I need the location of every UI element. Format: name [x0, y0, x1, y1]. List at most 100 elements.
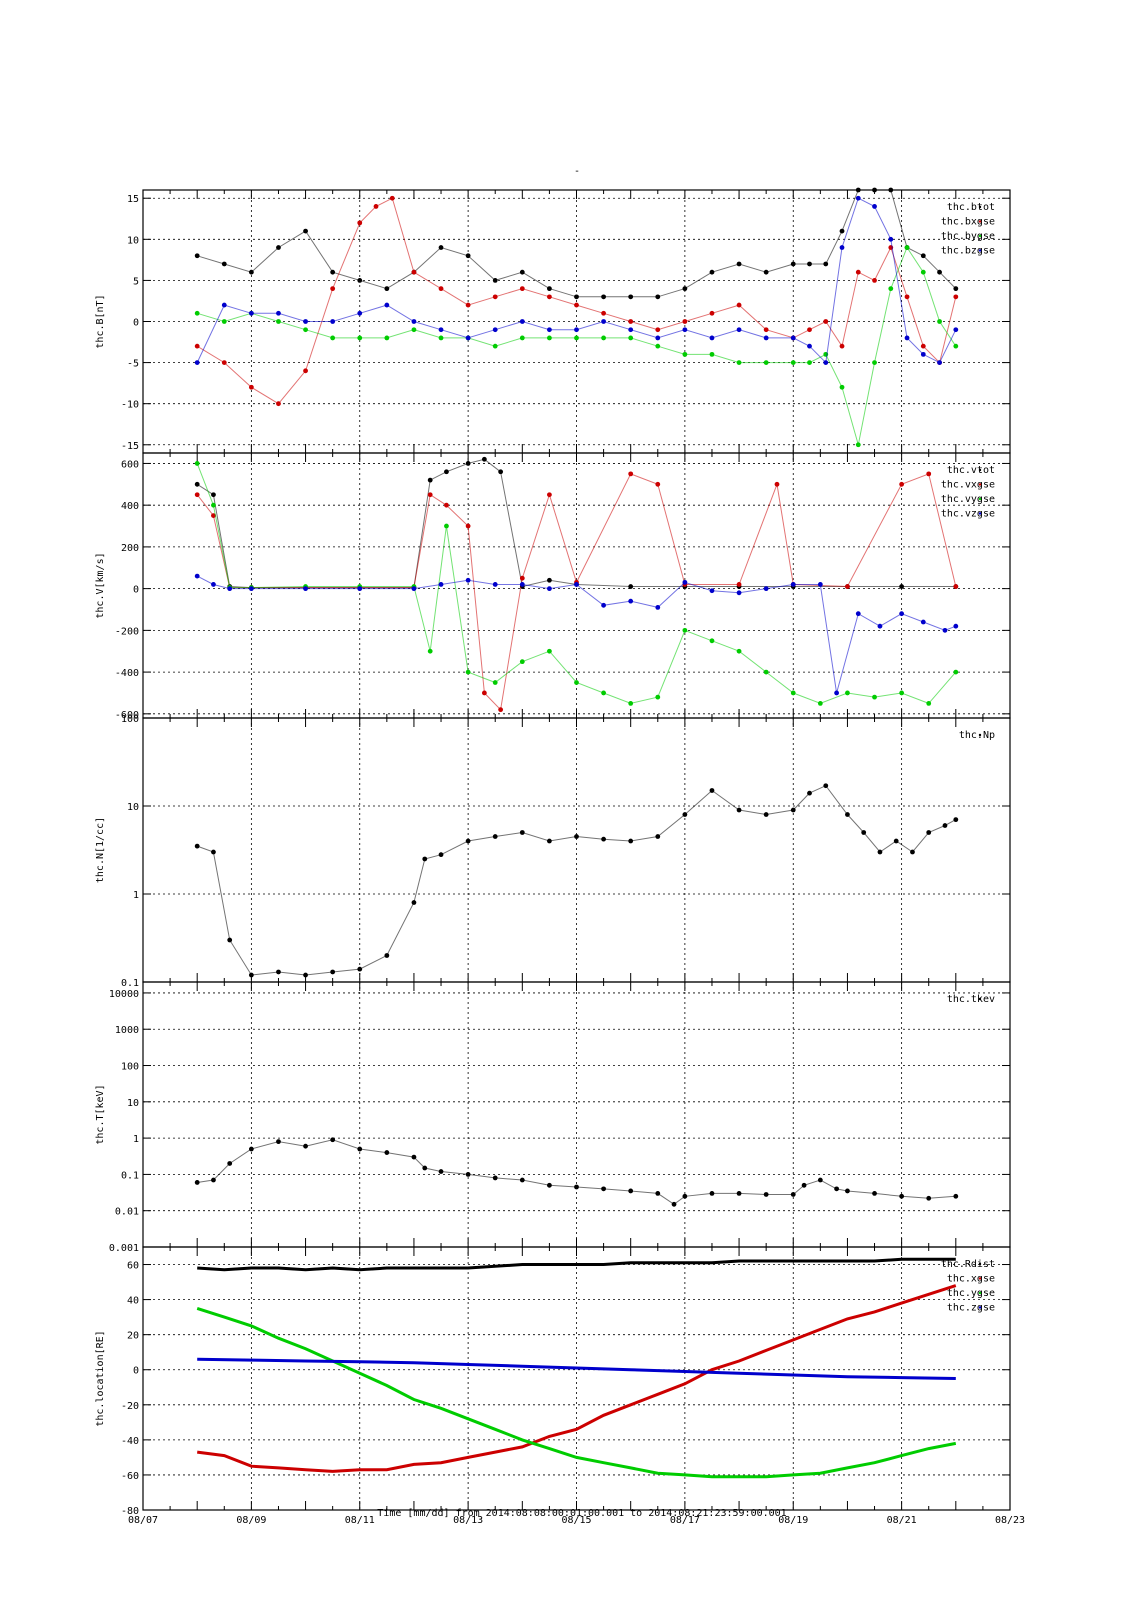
data-point	[655, 694, 661, 700]
data-point	[330, 269, 336, 275]
data-point	[465, 523, 471, 529]
data-point	[384, 1150, 390, 1155]
data-point	[920, 253, 926, 259]
panel-2: -600 -400 -200 0 200 400 600 thc.V[km/s] thc.vto…	[95, 452, 1011, 721]
data-point	[601, 310, 606, 316]
data-point	[465, 1172, 471, 1177]
data-point	[574, 294, 579, 300]
data-point	[817, 1177, 823, 1183]
data-point	[547, 335, 552, 341]
data-point	[855, 442, 861, 448]
data-point	[303, 368, 308, 374]
data-point	[942, 823, 948, 828]
data-point	[899, 584, 905, 589]
y-tick-label: 400	[121, 501, 139, 512]
data-point	[682, 351, 688, 357]
legend-marker	[978, 1306, 982, 1309]
y-tick-label: 0	[133, 318, 139, 329]
data-point	[438, 582, 444, 587]
data-point	[574, 302, 579, 308]
data-point	[248, 972, 254, 978]
data-point	[547, 838, 552, 844]
data-point	[655, 605, 661, 610]
data-point	[655, 327, 661, 333]
data-point	[763, 335, 769, 341]
data-point	[194, 461, 200, 466]
data-point	[655, 294, 661, 300]
data-point	[276, 1139, 281, 1145]
data-point	[248, 586, 254, 592]
data-point	[628, 319, 634, 324]
data-point	[519, 286, 525, 292]
data-point	[438, 327, 444, 333]
data-point	[330, 319, 336, 324]
data-point	[628, 700, 634, 706]
y-axis-label: thc.T[keV]	[95, 1084, 106, 1144]
data-point	[384, 953, 390, 958]
data-point	[899, 690, 905, 696]
data-point	[937, 269, 942, 275]
legend-entry: thc.Np	[959, 730, 995, 741]
data-point	[194, 843, 200, 849]
data-point	[438, 1169, 444, 1174]
data-point	[682, 286, 688, 292]
data-point	[872, 278, 877, 283]
data-point	[807, 343, 812, 349]
series-thc.ygse	[196, 1306, 957, 1479]
data-point	[709, 310, 715, 316]
legend-entry: thc.ygse	[947, 1288, 995, 1299]
data-point	[628, 294, 634, 300]
data-point	[444, 502, 449, 508]
data-point	[248, 1146, 254, 1152]
data-point	[953, 294, 959, 300]
data-point	[574, 335, 579, 341]
data-point	[194, 1180, 200, 1185]
legend-marker	[978, 1262, 982, 1266]
legend-marker	[978, 497, 982, 501]
y-axis-label: thc.N[1/cc]	[95, 817, 106, 883]
data-point	[492, 278, 498, 283]
data-point	[872, 1190, 877, 1196]
x-tick-label: 08/09	[236, 1515, 266, 1526]
data-point	[736, 327, 742, 333]
data-point	[227, 586, 233, 592]
data-point	[807, 327, 812, 333]
data-point	[498, 469, 504, 475]
data-point	[926, 1195, 932, 1201]
y-tick-label: -20	[121, 1401, 139, 1412]
data-point	[248, 269, 254, 275]
data-point	[823, 360, 829, 365]
series-line	[197, 1284, 957, 1473]
data-point	[211, 1177, 216, 1183]
data-point	[655, 335, 661, 341]
y-tick-label: 0	[133, 1366, 139, 1377]
data-point	[194, 360, 200, 365]
data-point	[248, 310, 254, 316]
data-point	[547, 492, 552, 498]
series-thc.bygse	[194, 245, 959, 448]
data-point	[357, 310, 363, 316]
data-point	[427, 648, 433, 654]
y-tick-label: 15	[127, 194, 139, 205]
y-tick-label: -600	[115, 710, 139, 721]
data-point	[481, 690, 487, 696]
data-point	[872, 187, 877, 193]
y-axis-label: thc.location[RE]	[95, 1330, 106, 1426]
data-point	[574, 582, 579, 587]
data-point	[763, 327, 769, 333]
y-tick-label: 10000	[109, 989, 139, 1000]
data-point	[763, 812, 769, 817]
data-point	[438, 852, 444, 858]
data-point	[926, 830, 932, 835]
data-point	[709, 351, 715, 357]
data-point	[790, 690, 796, 696]
data-point	[465, 302, 471, 308]
y-tick-label: -40	[121, 1436, 139, 1447]
data-point	[953, 584, 959, 589]
data-point	[628, 327, 634, 333]
data-point	[357, 966, 363, 972]
data-point	[547, 286, 552, 292]
data-point	[845, 812, 850, 817]
y-tick-label: -60	[121, 1471, 139, 1482]
data-point	[194, 310, 200, 316]
